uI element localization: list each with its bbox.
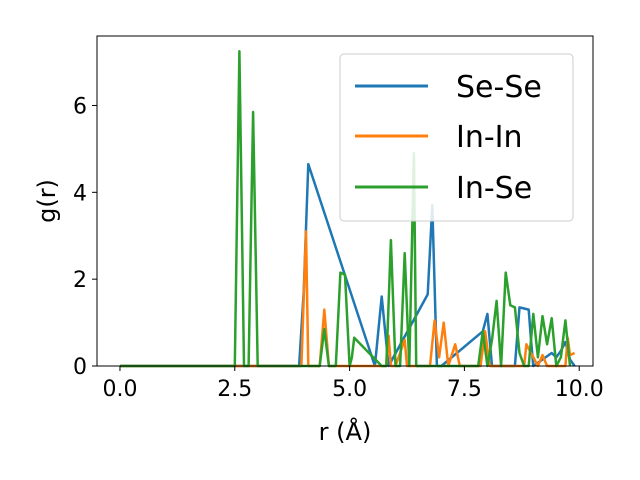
y-axis-label: g(r) (33, 179, 61, 223)
x-axis-label: r (Å) (319, 417, 372, 446)
legend-label-in-se: In-Se (456, 171, 532, 206)
x-axis-ticks: 0.0 2.5 5.0 7.5 10.0 (102, 366, 604, 402)
x-tick-label: 0.0 (102, 377, 137, 402)
legend-label-se-se: Se-Se (456, 70, 542, 105)
y-tick-label: 2 (73, 268, 87, 293)
x-tick-label: 2.5 (217, 377, 252, 402)
legend: Se-Se In-In In-Se (339, 53, 574, 222)
y-tick-label: 6 (73, 94, 87, 119)
y-tick-label: 0 (73, 355, 87, 380)
axes-frame (96, 35, 594, 367)
legend-label-in-in: In-In (456, 120, 523, 155)
y-axis-ticks: 0 2 4 6 (73, 94, 97, 380)
y-tick-label: 4 (73, 181, 87, 206)
x-tick-label: 7.5 (447, 377, 482, 402)
x-tick-label: 10.0 (555, 377, 604, 402)
x-tick-label: 5.0 (332, 377, 367, 402)
legend-box (339, 53, 574, 222)
